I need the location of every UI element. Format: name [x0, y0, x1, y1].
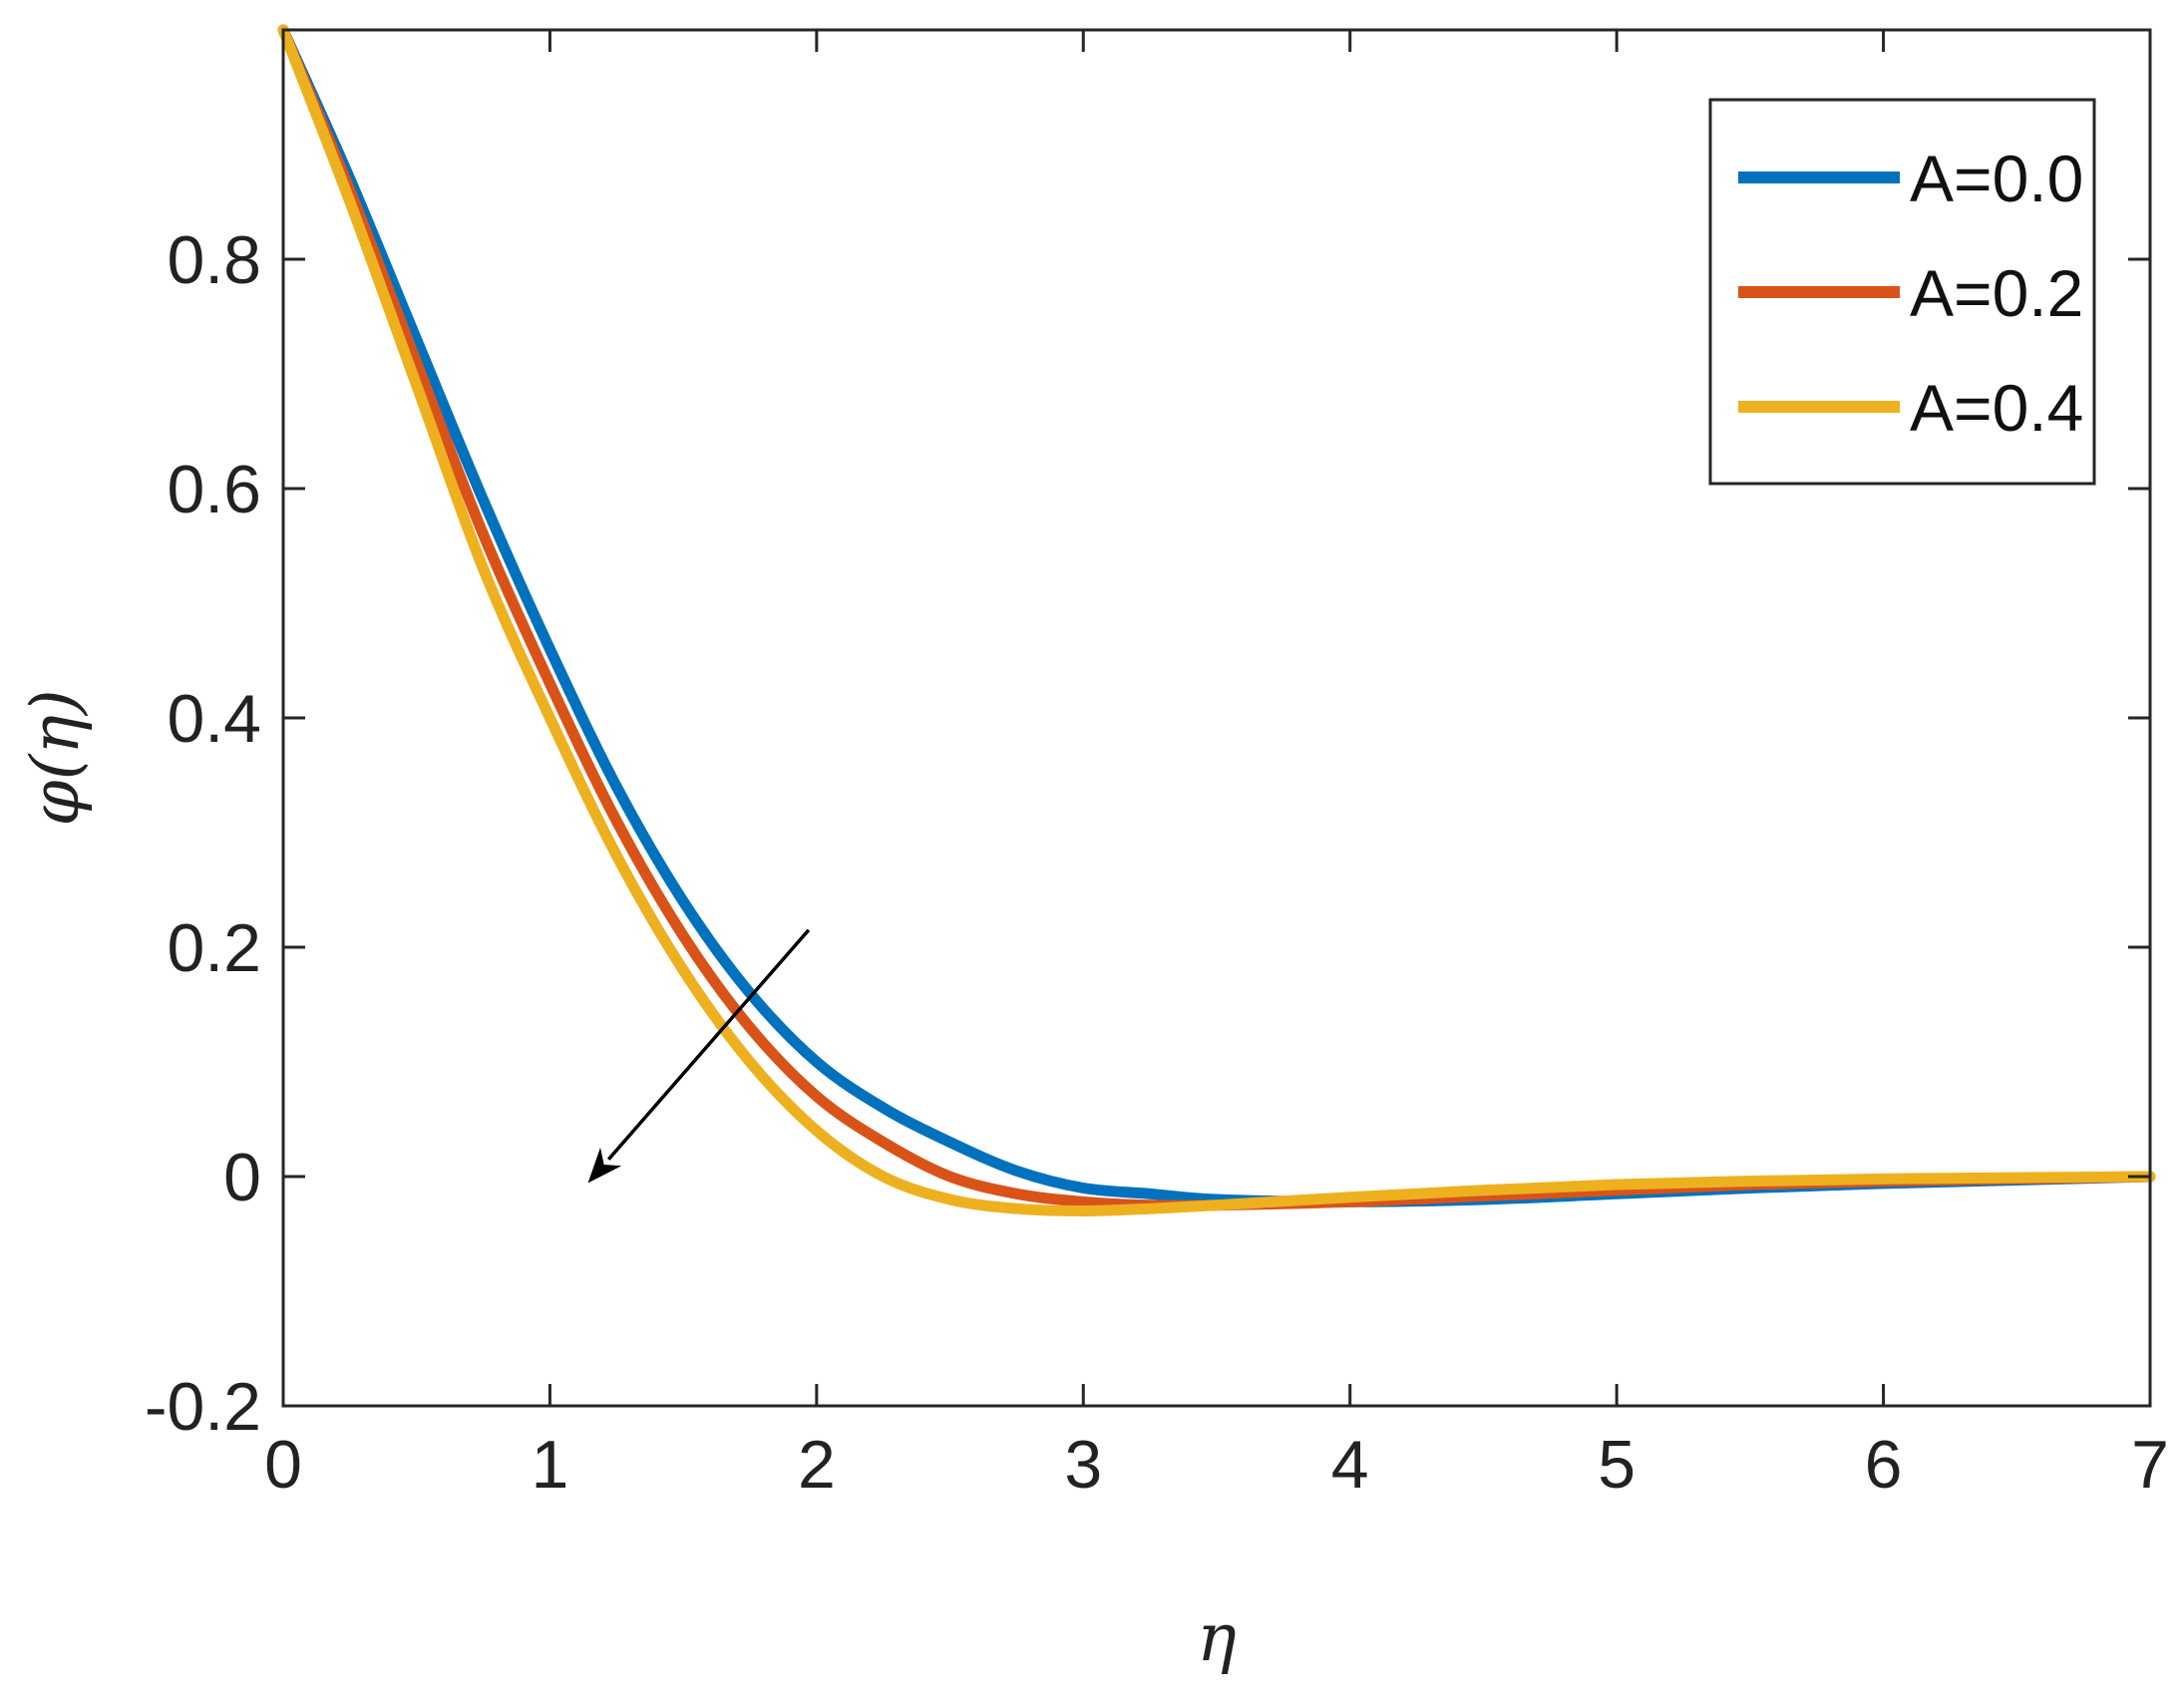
series-layer	[277, 24, 2156, 1216]
x-tick-label-5: 5	[1598, 1427, 1636, 1503]
x-tick-labels: 0 1 2 3 4 5 6 7	[264, 1427, 2169, 1503]
x-tick-label-6: 6	[1865, 1427, 1903, 1503]
y-tick-label-5: 0.8	[167, 222, 261, 298]
y-tick-label-0: -0.2	[145, 1369, 261, 1445]
legend-label-1: A=0.2	[1910, 256, 2083, 330]
y-tick-label-4: 0.6	[167, 452, 261, 527]
x-tick-label-1: 1	[532, 1427, 569, 1503]
legend: A=0.0 A=0.2 A=0.4	[1708, 98, 2096, 486]
y-tick-label-3: 0.4	[167, 681, 261, 757]
x-axis-label: η	[1197, 1599, 1237, 1676]
y-axis-label: φ(η)	[17, 689, 94, 826]
series-line-2	[277, 24, 2156, 1216]
y-tick-label-1: 0	[223, 1140, 261, 1215]
trend-arrow	[587, 928, 811, 1184]
x-tick-label-4: 4	[1331, 1427, 1369, 1503]
legend-label-0: A=0.0	[1910, 142, 2083, 215]
x-tick-label-0: 0	[264, 1427, 302, 1503]
ticks-layer	[281, 30, 2152, 1408]
x-tick-label-7: 7	[2131, 1427, 2169, 1503]
y-tick-labels: -0.2 0 0.2 0.4 0.6 0.8	[145, 222, 261, 1445]
x-tick-label-3: 3	[1064, 1427, 1102, 1503]
legend-label-2: A=0.4	[1910, 371, 2083, 445]
x-tick-label-2: 2	[798, 1427, 836, 1503]
y-tick-label-2: 0.2	[167, 910, 261, 986]
